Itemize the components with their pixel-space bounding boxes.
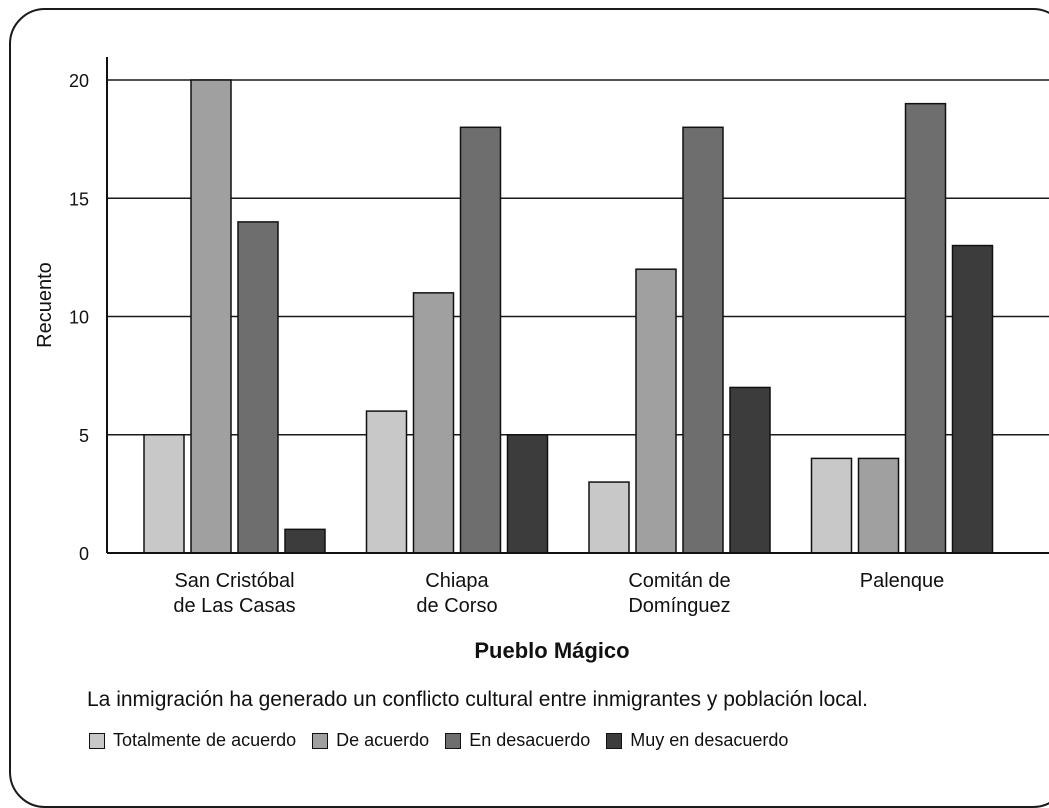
- bar: [682, 126, 724, 554]
- legend-item: Muy en desacuerdo: [606, 730, 788, 751]
- x-axis-label: Pueblo Mágico: [474, 638, 629, 663]
- bar: [857, 457, 900, 554]
- axes: [106, 57, 1049, 554]
- bar: [143, 434, 185, 554]
- y-tick-label: 20: [69, 71, 89, 91]
- category-label: Domínguez: [628, 595, 730, 617]
- legend-swatch: [445, 732, 462, 749]
- category-label: de Las Casas: [173, 595, 295, 617]
- legend-swatch: [89, 732, 105, 749]
- bar: [904, 102, 947, 554]
- y-tick-label: 5: [79, 426, 89, 446]
- legend-label: Totalmente de acuerdo: [113, 730, 297, 750]
- category-label: Chiapa: [425, 570, 489, 592]
- legend-label: En desacuerdo: [469, 730, 591, 750]
- bar: [190, 79, 232, 554]
- bar: [729, 386, 771, 554]
- legend-label: Muy en desacuerdo: [630, 730, 789, 750]
- category-label: San Cristóbal: [174, 570, 294, 592]
- y-tick-labels: 0 5 10 15 20: [69, 71, 89, 564]
- bar: [365, 410, 408, 554]
- bars: [143, 79, 994, 554]
- legend: Totalmente de acuerdo De acuerdo En desacu…: [89, 730, 804, 751]
- bar: [459, 126, 502, 554]
- category-labels: San Cristóbal de Las Casas Chiapa de Corso C…: [173, 570, 944, 617]
- legend-swatch: [606, 732, 623, 749]
- bar: [412, 292, 455, 554]
- bar: [635, 268, 677, 554]
- legend-item: De acuerdo: [312, 730, 429, 751]
- legend-label: De acuerdo: [336, 730, 430, 750]
- category-label: Palenque: [860, 570, 945, 592]
- legend-swatch: [312, 732, 329, 749]
- category-label: de Corso: [416, 595, 497, 617]
- legend-title: La inmigración ha generado un conflicto …: [87, 688, 868, 711]
- bar: [284, 528, 326, 554]
- y-axis-label: Recuento: [34, 262, 56, 348]
- bar: [951, 244, 994, 554]
- y-tick-label: 0: [79, 544, 89, 564]
- bar: [588, 481, 630, 554]
- legend-item: Totalmente de acuerdo: [89, 730, 296, 751]
- bar: [506, 434, 549, 554]
- y-tick-label: 10: [69, 308, 89, 328]
- category-label: Comitán de: [628, 570, 730, 592]
- legend-item: En desacuerdo: [445, 730, 590, 751]
- y-tick-label: 15: [69, 189, 89, 209]
- bar: [810, 457, 853, 554]
- bar: [237, 221, 279, 554]
